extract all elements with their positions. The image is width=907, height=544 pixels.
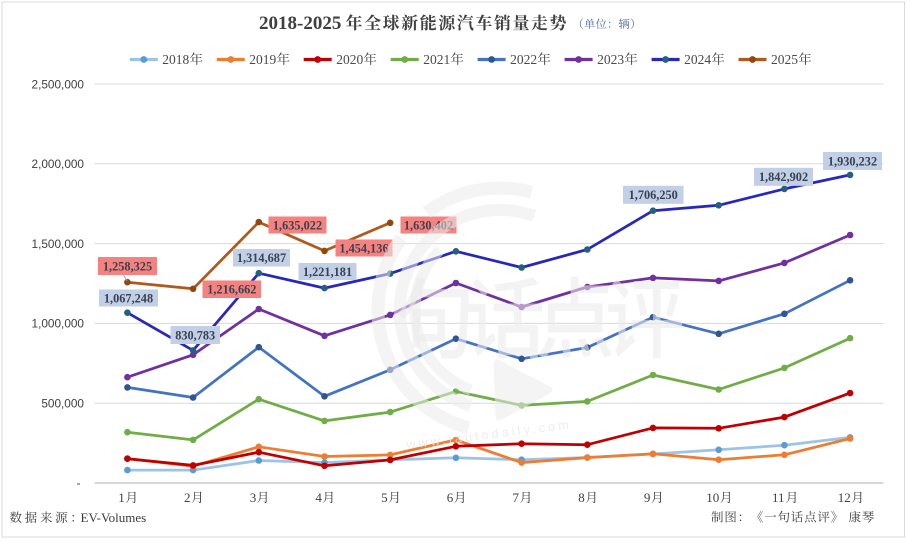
svg-text:1: 1	[118, 490, 125, 505]
svg-text:8: 8	[578, 490, 585, 505]
svg-text:6: 6	[447, 490, 454, 505]
svg-text:1,454,136: 1,454,136	[339, 241, 388, 255]
svg-text:7: 7	[513, 490, 520, 505]
svg-text:2023: 2023	[597, 52, 624, 67]
svg-text:2: 2	[184, 490, 191, 505]
svg-text:9: 9	[644, 490, 651, 505]
svg-text:1,000,000: 1,000,000	[32, 317, 85, 331]
svg-text:3: 3	[250, 490, 257, 505]
svg-text:EV-Volumes: EV-Volumes	[81, 510, 147, 525]
svg-text:1,067,248: 1,067,248	[104, 291, 153, 305]
svg-text:2024: 2024	[684, 52, 711, 67]
svg-text:2025: 2025	[771, 52, 798, 67]
svg-text:2021: 2021	[423, 52, 450, 67]
svg-text:2019: 2019	[249, 52, 276, 67]
svg-text:12: 12	[838, 490, 851, 505]
svg-text:830,783: 830,783	[175, 328, 215, 342]
svg-text:11: 11	[772, 490, 785, 505]
svg-text:2018: 2018	[162, 52, 189, 67]
svg-text:1,500,000: 1,500,000	[32, 237, 85, 251]
svg-text:500,000: 500,000	[41, 397, 84, 411]
svg-text:1,706,250: 1,706,250	[629, 188, 678, 202]
svg-text:1,635,022: 1,635,022	[273, 218, 322, 232]
svg-text:2020: 2020	[336, 52, 363, 67]
svg-text:2,500,000: 2,500,000	[32, 77, 85, 91]
svg-text:1,930,232: 1,930,232	[828, 154, 877, 168]
svg-text:2018-2025: 2018-2025	[259, 13, 341, 34]
svg-text:1,221,181: 1,221,181	[303, 265, 352, 279]
svg-text:-: -	[77, 476, 81, 490]
svg-text:5: 5	[381, 490, 388, 505]
svg-text:1,842,902: 1,842,902	[759, 170, 808, 184]
svg-text:2022: 2022	[510, 52, 537, 67]
svg-text:10: 10	[706, 490, 719, 505]
svg-text:1,314,687: 1,314,687	[237, 251, 286, 265]
svg-text:1,216,662: 1,216,662	[207, 283, 256, 297]
svg-text:4: 4	[315, 490, 322, 505]
svg-text:2,000,000: 2,000,000	[32, 157, 85, 171]
svg-text:1,258,325: 1,258,325	[103, 259, 152, 273]
